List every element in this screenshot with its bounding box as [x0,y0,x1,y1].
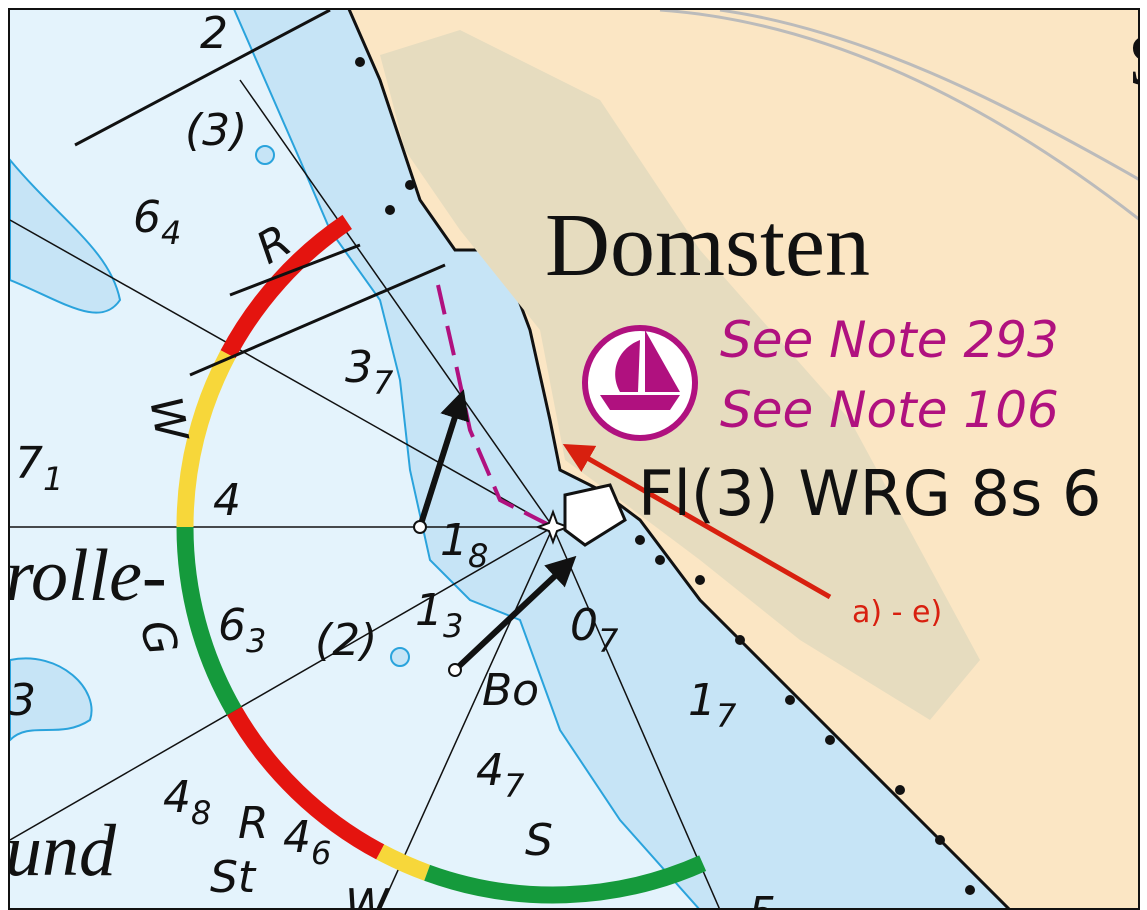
seabed-label: S [525,815,553,866]
sounding-decimetres: 7 [504,767,525,805]
edge-number: 2 [200,8,228,59]
callout-label: a) - e) [852,595,942,630]
edge-number: 5 [748,888,776,910]
sounding-decimetres: 3 [246,622,266,660]
sounding-decimetres: 8 [191,794,211,832]
note: See Note 106 [720,381,1059,439]
sounding-metres: 0 [570,600,598,651]
sounding-metres: 6 [133,192,161,243]
place-fragment: rolle- [5,535,167,617]
sounding-metres: 4 [283,812,311,863]
sounding-metres: 6 [218,600,246,651]
sounding-decimetres: 7 [373,364,394,402]
sounding-metres: 1 [415,585,443,636]
sounding: 4 [213,475,241,526]
note: See Note 293 [720,311,1059,369]
marina-symbol [585,328,695,438]
nautical-chart: Domsten See Note 293 See Note 106 Fl(3) … [0,0,1147,910]
light-characteristic: Fl(3) WRG 8s 6 [638,457,1101,530]
waypoint [449,664,461,676]
sector-label: R [238,798,269,849]
drying-height: (2) [315,615,377,666]
seabed-label: St [210,852,257,903]
edge-number: 3 [8,675,36,726]
sounding-metres: 4 [163,772,191,823]
waypoint [414,521,426,533]
map-body: Domsten See Note 293 See Note 106 Fl(3) … [0,0,1147,910]
seabed-label: Bo [482,665,539,716]
sounding-decimetres: 6 [311,834,331,872]
place-fragment: S [1128,20,1147,102]
sector-label: W [345,880,390,910]
sounding-metres: 1 [440,515,468,566]
sounding-decimetres: 3 [443,607,463,645]
drying-height: (3) [185,105,247,156]
sounding-decimetres: 4 [161,214,181,252]
sounding-metres: 7 [15,438,43,489]
sounding-metres: 4 [476,745,504,796]
sounding-decimetres: 1 [43,460,63,498]
sounding-decimetres: 7 [716,697,737,735]
sounding-metres: 4 [213,475,241,526]
sounding-metres: 1 [688,675,716,726]
place-name: Domsten [545,196,870,295]
sounding-metres: 3 [345,342,373,393]
place-fragment: und [5,810,117,892]
sounding-decimetres: 7 [598,622,619,660]
sounding-decimetres: 8 [468,537,488,575]
